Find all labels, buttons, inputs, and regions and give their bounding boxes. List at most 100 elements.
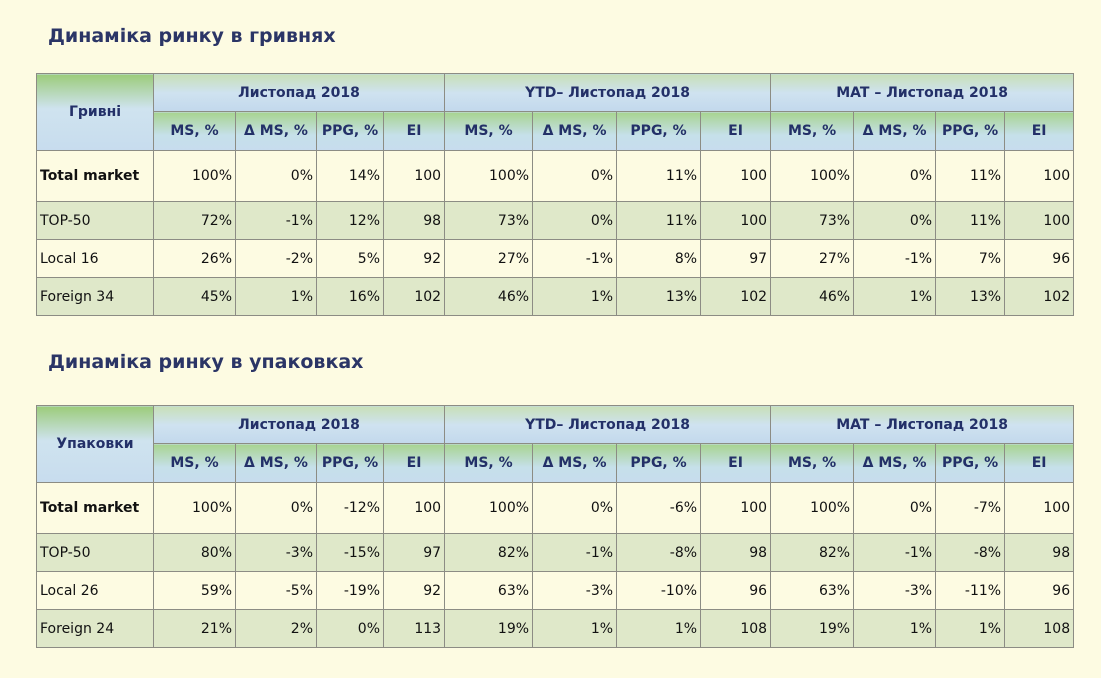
header-row: Упаковки Листопад 2018 YTD– Листопад 2018 M… <box>36 405 1075 483</box>
cell: 0% <box>532 482 618 534</box>
column-header: MS, % <box>444 443 534 483</box>
cell: 21% <box>153 609 236 648</box>
cell: 19% <box>770 609 855 648</box>
cell: 0% <box>532 150 618 202</box>
data-row: TOP-50 80% -3% -15% 97 82% -1% -8% 98 82% -1% -8% 98 <box>36 533 1075 572</box>
data-row: Foreign 24 21% 2% 0% 113 19% 1% 1% 108 19% 1% 1% 108 <box>36 609 1075 648</box>
section-title: Динаміка ринку в гривнях <box>48 25 336 47</box>
column-header: MS, % <box>153 443 236 483</box>
cell: 100 <box>1004 150 1075 202</box>
cell: 1% <box>532 277 618 316</box>
cell: 100% <box>770 482 855 534</box>
cell: 8% <box>616 239 702 278</box>
cell: 0% <box>235 150 317 202</box>
cell: 102 <box>700 277 772 316</box>
column-header: PPG, % <box>935 443 1006 483</box>
cell: 1% <box>532 609 618 648</box>
column-header: MS, % <box>770 111 855 151</box>
cell: 12% <box>316 201 384 240</box>
cell: 11% <box>616 150 702 202</box>
header-row: MS, % Δ MS, % PPG, % EI MS, % Δ MS, % PPG, % EI… <box>37 111 1075 151</box>
cell: -1% <box>853 533 937 572</box>
cell: 108 <box>1004 609 1075 648</box>
column-header: EI <box>382 111 446 151</box>
cell: 102 <box>1004 277 1075 316</box>
column-header: PPG, % <box>935 111 1006 151</box>
cell: -3% <box>235 533 317 572</box>
group-header: Листопад 2018 <box>152 73 446 112</box>
column-header: PPG, % <box>616 111 702 151</box>
cell: 27% <box>444 239 534 278</box>
group-header: MAT – Листопад 2018 <box>770 405 1075 444</box>
cell: 5% <box>316 239 384 278</box>
column-header: Δ MS, % <box>853 443 937 483</box>
cell: 100 <box>700 201 772 240</box>
row-label: Local 26 <box>36 571 154 610</box>
cell: 82% <box>444 533 534 572</box>
cell: 113 <box>382 609 446 648</box>
column-header: EI <box>382 443 446 483</box>
cell: -15% <box>316 533 384 572</box>
cell: -1% <box>235 201 317 240</box>
cell: -10% <box>616 571 702 610</box>
cell: -7% <box>935 482 1006 534</box>
cell: -1% <box>853 239 937 278</box>
row-label: Local 16 <box>36 239 154 278</box>
row-label: Total market <box>36 150 154 202</box>
cell: 45% <box>153 277 236 316</box>
cell: 100% <box>444 150 534 202</box>
column-header: Δ MS, % <box>853 111 937 151</box>
cell: 13% <box>616 277 702 316</box>
cell: -6% <box>616 482 702 534</box>
group-header: YTD– Листопад 2018 <box>444 73 772 112</box>
cell: 14% <box>316 150 384 202</box>
row-label: TOP-50 <box>36 533 154 572</box>
cell: 100% <box>444 482 534 534</box>
cell: 96 <box>700 571 772 610</box>
cell: 1% <box>235 277 317 316</box>
data-row: Foreign 34 45% 1% 16% 102 46% 1% 13% 102 46% 1% 13%… <box>36 277 1075 316</box>
cell: 1% <box>853 609 937 648</box>
column-header: PPG, % <box>316 111 384 151</box>
cell: -1% <box>532 533 618 572</box>
row-label: Foreign 34 <box>36 277 154 316</box>
cell: 46% <box>770 277 855 316</box>
cell: 100% <box>770 150 855 202</box>
data-row: Local 26 59% -5% -19% 92 63% -3% -10% 96 63% -3% -1… <box>36 571 1075 610</box>
cell: 100 <box>382 482 446 534</box>
cell: 100% <box>153 482 236 534</box>
cell: 0% <box>316 609 384 648</box>
cell: -3% <box>532 571 618 610</box>
data-row: Total market 100% 0% 14% 100 100% 0% 11% 100 100%… <box>36 150 1075 202</box>
cell: 100 <box>1004 482 1075 534</box>
cell: 80% <box>153 533 236 572</box>
data-row: Local 16 26% -2% 5% 92 27% -1% 8% 97 27% -1% 7% 96 <box>36 239 1075 278</box>
cell: 72% <box>153 201 236 240</box>
cell: 2% <box>235 609 317 648</box>
column-header: Δ MS, % <box>235 443 317 483</box>
row-label: Total market <box>36 482 154 534</box>
group-header: Листопад 2018 <box>152 405 446 444</box>
header-row: Гривні Листопад 2018 YTD– Листопад 2018 MAT… <box>36 73 1075 151</box>
column-header: EI <box>700 111 772 151</box>
group-header: YTD– Листопад 2018 <box>444 405 772 444</box>
cell: 98 <box>700 533 772 572</box>
data-row: TOP-50 72% -1% 12% 98 73% 0% 11% 100 73% 0% 11% 100 <box>36 201 1075 240</box>
cell: 27% <box>770 239 855 278</box>
cell: 92 <box>382 239 446 278</box>
column-header: PPG, % <box>316 443 384 483</box>
cell: 0% <box>235 482 317 534</box>
cell: 100% <box>153 150 236 202</box>
cell: 100 <box>1004 201 1075 240</box>
cell: 73% <box>770 201 855 240</box>
cell: 108 <box>700 609 772 648</box>
cell: 0% <box>853 201 937 240</box>
cell: 0% <box>853 150 937 202</box>
cell: 7% <box>935 239 1006 278</box>
header-row: MS, % Δ MS, % PPG, % EI MS, % Δ MS, % PPG, % EI… <box>37 443 1075 483</box>
cell: 1% <box>853 277 937 316</box>
cell: 92 <box>382 571 446 610</box>
cell: 11% <box>935 150 1006 202</box>
cell: 73% <box>444 201 534 240</box>
